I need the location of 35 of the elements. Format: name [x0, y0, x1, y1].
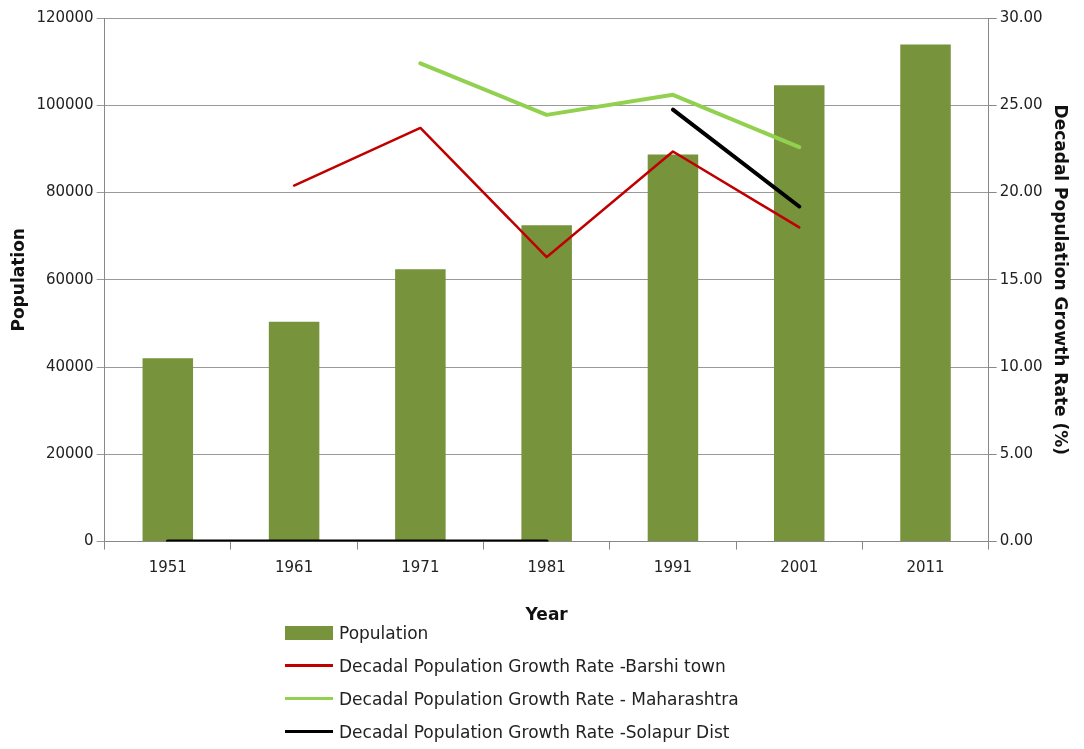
bar [900, 44, 951, 542]
bar [521, 225, 572, 542]
y2-tick-label: 5.00 [999, 444, 1034, 463]
y2-tick-label: 25.00 [999, 95, 1043, 114]
y-tick-label: 100000 [36, 95, 94, 114]
legend-label: Decadal Population Growth Rate -Barshi town [339, 655, 726, 676]
y-tick-label: 0 [84, 531, 94, 550]
bar [142, 358, 194, 542]
x-tick-label: 1961 [274, 558, 314, 577]
y-tick-label: 60000 [45, 269, 94, 288]
y-tick-label: 40000 [45, 356, 94, 375]
y2-tick-label: 0.00 [999, 531, 1034, 550]
y2-tick-label: 10.00 [999, 356, 1043, 375]
x-tick-label: 1991 [653, 558, 693, 577]
bar [647, 154, 699, 542]
y2-axis-title: Decadal Population Growth Rate (%) [1051, 104, 1072, 456]
legend-label: Decadal Population Growth Rate -Solapur Dist [339, 721, 730, 742]
legend-label: Decadal Population Growth Rate - Maharashtra [339, 688, 739, 709]
x-tick-label: 1951 [148, 558, 187, 577]
y2-tick-label: 20.00 [999, 182, 1043, 201]
y-tick-label: 20000 [45, 444, 94, 463]
bar [773, 85, 825, 542]
y2-tick-label: 30.00 [999, 7, 1043, 26]
y-axis-title: Population [7, 228, 28, 332]
y-tick-label: 120000 [36, 7, 94, 26]
bar [395, 269, 446, 542]
bar [268, 321, 320, 542]
y-tick-label: 80000 [45, 182, 94, 201]
x-tick-label: 2001 [780, 558, 819, 577]
x-tick-label: 1971 [401, 558, 440, 577]
x-tick-label: 1981 [527, 558, 566, 577]
x-tick-label: 2011 [906, 558, 945, 577]
x-axis-title: Year [524, 604, 569, 625]
legend-label: Population [339, 622, 429, 643]
y2-tick-label: 15.00 [999, 269, 1043, 288]
